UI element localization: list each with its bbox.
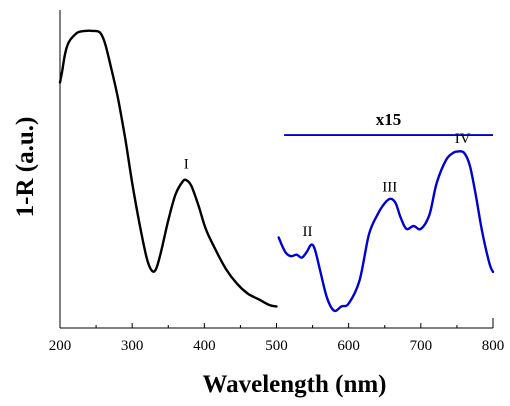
peak-label: IV: [455, 131, 471, 147]
peak-label: III: [382, 180, 397, 196]
x-axis-title: Wavelength (nm): [202, 371, 386, 398]
x-tick-label: 400: [193, 338, 216, 354]
peak-label: I: [184, 157, 189, 173]
x-tick-label: 500: [265, 338, 288, 354]
series-line-2: [277, 150, 495, 313]
series-layer: [58, 29, 495, 313]
y-axis-title: 1-R (a.u.): [12, 117, 39, 218]
series-line-1: [58, 29, 278, 308]
x-tick-label: 800: [482, 338, 505, 354]
scale-factor-label: x15: [376, 110, 402, 129]
peak-label: II: [303, 224, 313, 240]
x-ticks: 200 300 400 500 600 700 800: [49, 323, 505, 354]
x-tick-label: 600: [337, 338, 360, 354]
x-tick-label: 200: [49, 338, 72, 354]
x-tick-label: 300: [121, 338, 144, 354]
axes: [59, 10, 494, 329]
x-tick-label: 700: [410, 338, 433, 354]
